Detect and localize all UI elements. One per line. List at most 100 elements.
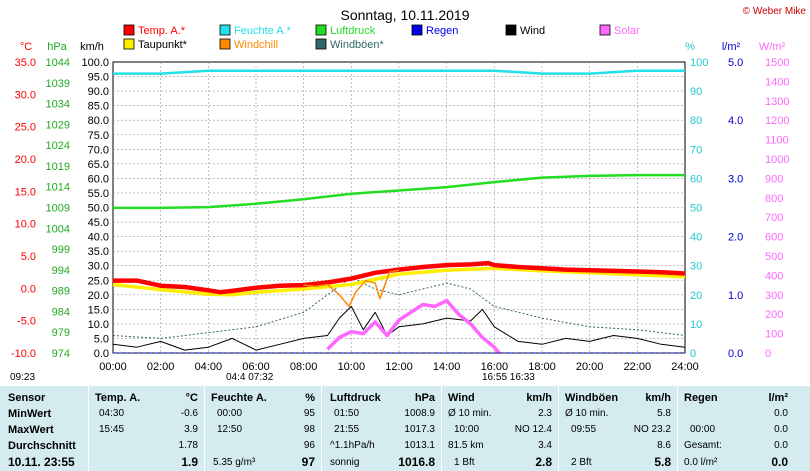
current-time-label: 10.11. 23:55 <box>8 455 75 469</box>
temp-current-value: 1.9 <box>181 455 198 469</box>
gust-avg10-label: Ø 10 min. <box>565 408 609 419</box>
wind-current-value: 2.8 <box>535 455 552 469</box>
wind-tick-label: 75.0 <box>88 130 109 142</box>
wind-tick-label: 60.0 <box>88 173 109 185</box>
x-tick-label: 00:00 <box>99 361 127 373</box>
gust-current-value: 5.8 <box>654 455 671 469</box>
rain-r1-value: 0.0 <box>774 408 788 419</box>
temp-tick-label: 30.0 <box>15 89 36 101</box>
solar-tick-label: 1300 <box>765 96 789 108</box>
pressure-trend: ^1.1hPa/h <box>330 440 375 451</box>
rain-tick-label: 1.0 <box>728 290 743 302</box>
x-tick-label: 02:00 <box>147 361 175 373</box>
wind-tick-label: 25.0 <box>88 275 109 287</box>
sensor-column: Sensor MinWert MaxWert Durchschnitt 10.1… <box>0 386 88 471</box>
humidity-avg-value: 96 <box>303 440 315 451</box>
column-divider <box>204 386 205 471</box>
gust-header: Windböen <box>565 392 619 404</box>
pressure-tick-label: 1044 <box>46 57 70 69</box>
legend-swatch <box>599 24 611 36</box>
axis-unit: km/h <box>80 41 104 53</box>
pressure-avg-value: 1013.1 <box>404 440 435 451</box>
solar-tick-label: 700 <box>765 212 783 224</box>
legend-label: Taupunkt* <box>138 39 188 51</box>
weather-chart: Sonntag, 10.11.2019 Temp. A.* Feuchte A.*… <box>11 7 790 373</box>
wind-unit: km/h <box>526 392 552 404</box>
legend-label: Temp. A.* <box>138 25 186 37</box>
wind-tick-label: 90.0 <box>88 86 109 98</box>
wind-tick-label: 5.0 <box>94 333 109 345</box>
pressure-max-value: 1017.3 <box>404 424 435 435</box>
wind-tick-label: 30.0 <box>88 261 109 273</box>
wind-tick-label: 35.0 <box>88 246 109 258</box>
wind-tick-label: 55.0 <box>88 188 109 200</box>
series-line-temp-a <box>113 260 686 295</box>
humidity-min-value: 95 <box>303 408 315 419</box>
x-tick-label: 14:00 <box>433 361 461 373</box>
rain-current-value: 0.0 <box>771 455 788 469</box>
avg-row-label: Durchschnitt <box>8 440 76 452</box>
axis-unit: W/m² <box>759 41 786 53</box>
series-line-luftdruck <box>113 173 685 210</box>
x-tick-label: 16:00 <box>481 361 509 373</box>
pressure-tick-label: 1009 <box>46 203 70 215</box>
x-tick-label: 06:00 <box>242 361 270 373</box>
humidity-tick-label: 100 <box>690 57 708 69</box>
temp-header: Temp. A. <box>95 392 141 404</box>
column-divider <box>441 386 442 471</box>
humidity-min-time: 00:00 <box>217 408 243 419</box>
temp-tick-label: 15.0 <box>15 186 36 198</box>
x-tick-label: 10:00 <box>338 361 366 373</box>
gust-beaufort: 2 Bft <box>571 457 592 468</box>
humidity-header: Feuchte A. <box>211 392 267 404</box>
solar-tick-label: 900 <box>765 173 783 185</box>
legend-swatch <box>123 24 135 36</box>
series-line-feuchte-a <box>113 69 685 75</box>
wind-avg-value: 3.4 <box>538 440 552 451</box>
pressure-header: Luftdruck <box>330 392 381 404</box>
wind-tick-label: 50.0 <box>88 203 109 215</box>
pressure-current-value: 1016.8 <box>398 455 435 469</box>
legend-swatch <box>411 24 423 36</box>
x-tick-label: 08:00 <box>290 361 318 373</box>
wind-avg10-label: Ø 10 min. <box>448 408 492 419</box>
pressure-tick-label: 1029 <box>46 119 70 131</box>
temp-avg-value: 1.78 <box>178 440 198 451</box>
humidity-tick-label: 30 <box>690 261 702 273</box>
temp-tick-label: 35.0 <box>15 57 36 69</box>
pressure-tick-label: 984 <box>52 306 70 318</box>
temp-min-time: 04:30 <box>99 408 125 419</box>
temp-tick-label: 10.0 <box>15 219 36 231</box>
series-line-taupunkt <box>112 266 686 297</box>
axis-unit: hPa <box>47 41 67 53</box>
axis-unit: % <box>685 41 695 53</box>
solar-tick-label: 0 <box>765 348 771 360</box>
axis-unit: °C <box>20 41 32 53</box>
x-tick-label: 04:00 <box>195 361 223 373</box>
series-line-solar <box>326 298 501 355</box>
solar-tick-label: 1000 <box>765 154 789 166</box>
humidity-tick-label: 10 <box>690 319 702 331</box>
humidity-max-time: 12:50 <box>217 424 243 435</box>
gust-avg-value: 8.6 <box>657 440 671 451</box>
legend-swatch <box>315 38 327 50</box>
pressure-tick-label: 1019 <box>46 161 70 173</box>
solar-tick-label: 200 <box>765 309 783 321</box>
gust-column: Windböen km/h Ø 10 min. 5.8 09:55 NO 23.… <box>559 386 677 471</box>
temp-max-value: 3.9 <box>184 424 198 435</box>
legend-swatch <box>315 24 327 36</box>
legend-swatch <box>505 24 517 36</box>
pressure-tick-label: 1034 <box>46 99 70 111</box>
gust-unit: km/h <box>645 392 671 404</box>
solar-tick-label: 400 <box>765 270 783 282</box>
absolute-humidity: 5.35 g/m³ <box>213 457 256 468</box>
x-tick-label: 22:00 <box>624 361 652 373</box>
axis-labels: °C hPa km/h% l/m² W/m² 35.0 30.0 25.0 20.0 15.0 10… <box>11 41 790 373</box>
legend-swatch <box>219 24 231 36</box>
wind-tick-label: 85.0 <box>88 101 109 113</box>
temp-tick-label: 25.0 <box>15 122 36 134</box>
pressure-tick-label: 1024 <box>46 140 70 152</box>
x-tick-label: 12:00 <box>385 361 413 373</box>
rain-tick-label: 4.0 <box>728 115 743 127</box>
wind-column: Wind km/h Ø 10 min. 2.3 10:00 NO 12.4 81… <box>442 386 558 471</box>
